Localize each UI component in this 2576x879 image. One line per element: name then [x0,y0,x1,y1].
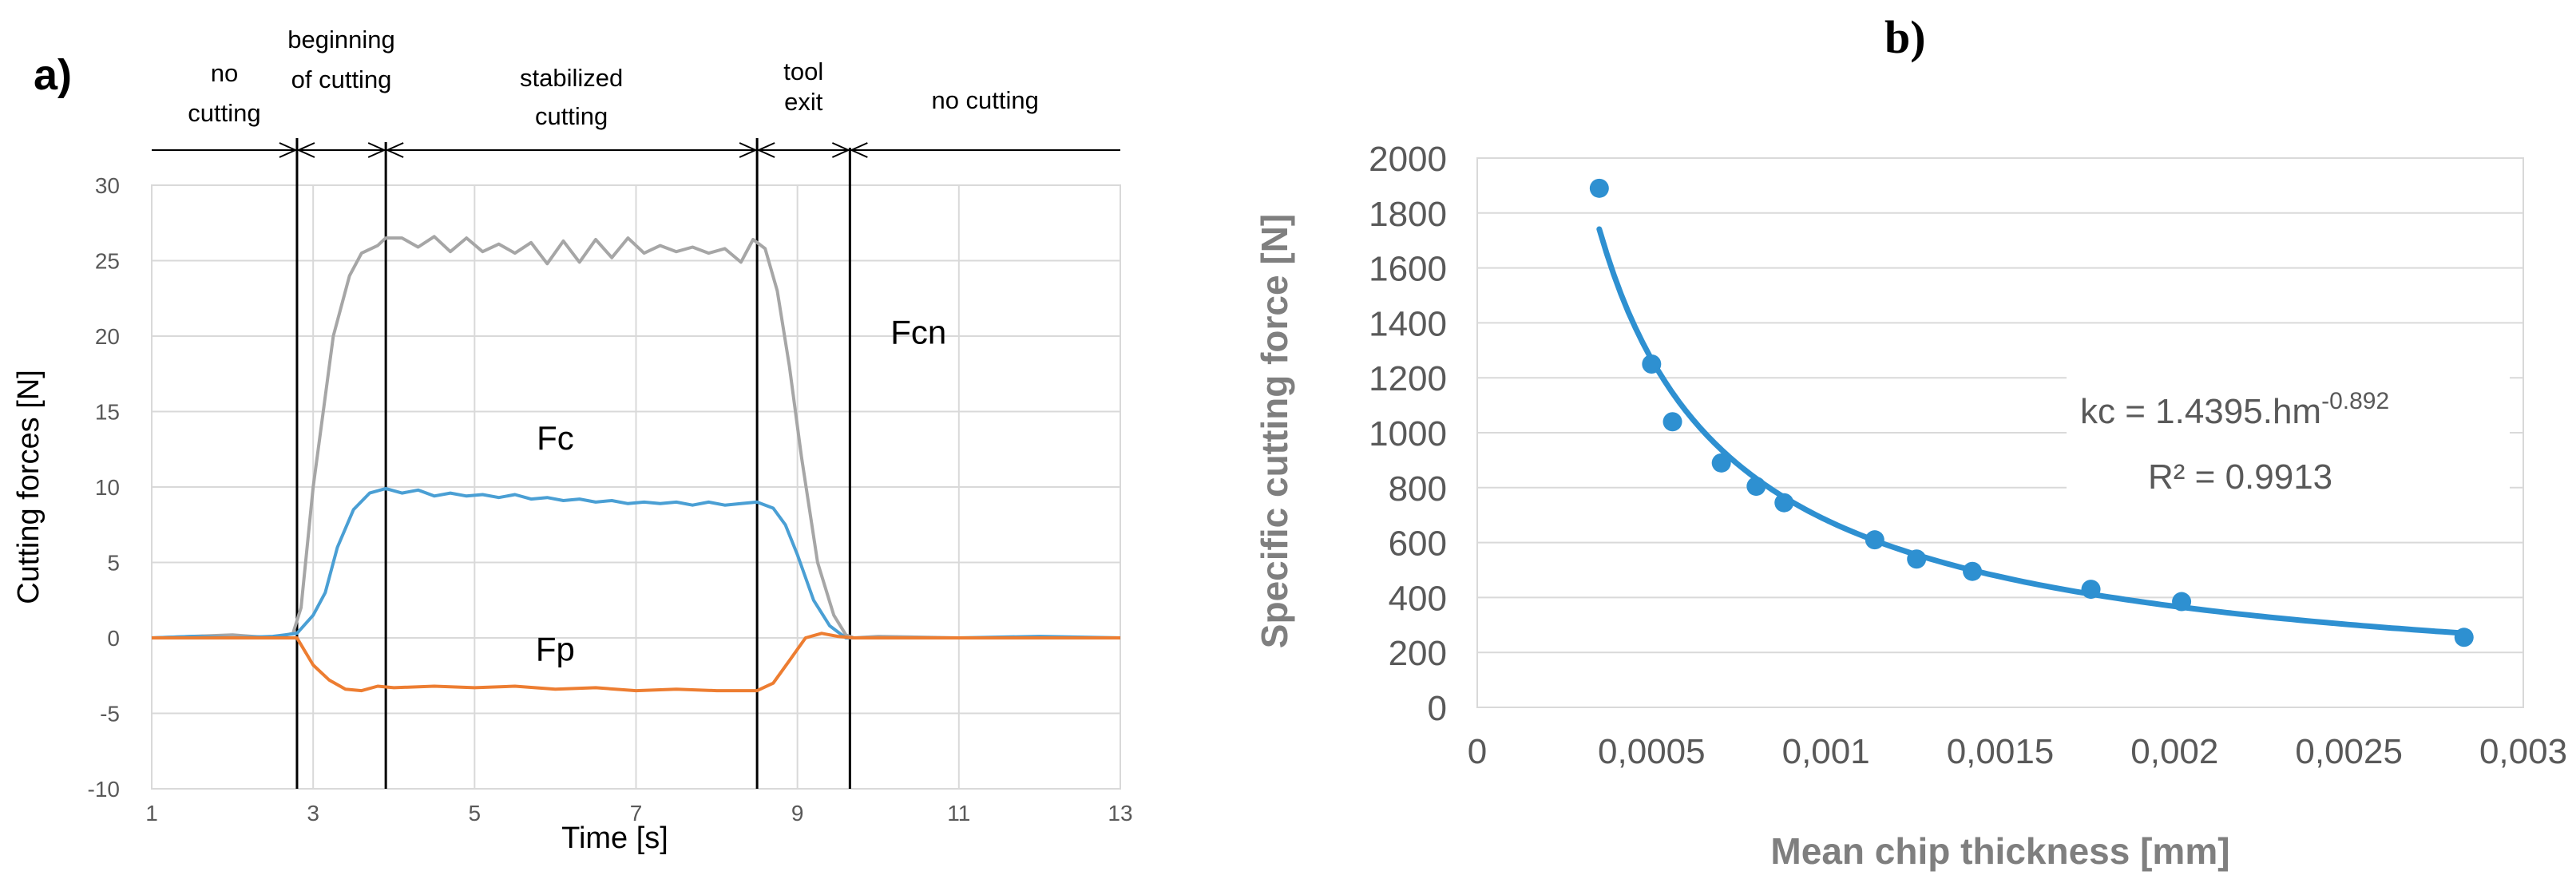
phase-label: cutting [188,99,260,127]
phase-label: beginning [287,26,394,53]
y-tick-label: 1600 [1369,250,1447,289]
arrow-head [831,142,850,158]
y-tick-label: 5 [107,551,120,576]
x-tick-label: 0,001 [1782,732,1870,771]
trendline-b [1596,226,2467,636]
x-tick-label: 0,002 [2130,732,2218,771]
scatter-points-b [1589,178,2474,647]
phase-label: no cutting [931,86,1038,114]
phase-label: no [211,59,238,87]
series-line-fcn [151,235,1120,639]
series-labels-a: Fcn Fc Fp [536,313,946,667]
grid-a [151,184,1121,790]
scatter-point [1774,493,1794,513]
x-tick-label: 13 [1108,801,1132,826]
scatter-point [2454,628,2474,647]
x-ticks-b: 0 0,0005 0,001 0,0015 0,002 0,0025 0,003 [1468,732,2567,771]
arrow-head [367,142,386,158]
arrow-head [739,142,758,158]
equation-prefix: kc = 1.4395.hm [2080,392,2321,431]
arrow-head [756,142,775,158]
series-line-fc [151,486,1121,639]
equation-exponent: -0.892 [2321,388,2389,414]
y-tick-label: 0 [107,626,120,651]
scatter-point [1589,178,1609,198]
equation-text: kc = 1.4395.hm-0.892 [2080,388,2389,431]
x-axis-title-a: Time [s] [561,822,668,855]
y-tick-label: 1400 [1369,304,1447,343]
y-ticks-b: 0 200 400 600 800 1000 1200 1400 1600 1800 2000 [1369,140,1447,728]
series-line-fp [152,632,1120,693]
phase-label: exit [784,88,823,116]
x-axis-title-b: Mean chip thickness [mm] [1770,830,2229,872]
x-tick-label: 0,0005 [1598,732,1706,771]
y-tick-label: 1200 [1369,359,1447,398]
x-tick-label: 1 [145,801,158,826]
phase-label: cutting [535,102,608,130]
y-tick-label: -5 [100,702,120,727]
x-tick-label: 0,0015 [1947,732,2055,771]
y-tick-label: 600 [1389,525,1447,564]
phase-label: of cutting [291,65,392,93]
y-tick-label: 25 [95,249,120,274]
y-tick-label: 15 [95,400,120,425]
x-tick-label: 0 [1468,732,1487,771]
panel-label-b: b) [1884,11,1926,63]
y-tick-label: 2000 [1369,140,1447,179]
y-tick-label: 200 [1389,634,1447,673]
y-tick-label: 400 [1389,579,1447,618]
y-tick-label: 10 [95,475,120,500]
power-trendline [1596,226,2467,636]
x-tick-label: 0,003 [2479,732,2567,771]
scatter-point [1642,354,1662,374]
phase-label: tool [783,57,823,85]
y-tick-label: 1000 [1369,414,1447,453]
scatter-point [1746,477,1766,497]
equation-box [2067,366,2510,509]
series-label-fc: Fc [537,419,574,457]
phase-annotations: no cutting beginning of cutting stabilized cu… [152,26,1120,789]
x-tick-label: 7 [630,801,643,826]
x-tick-label: 3 [307,801,319,826]
x-tick-label: 5 [469,801,482,826]
arrow-head [849,142,868,158]
scatter-point [1907,549,1927,569]
phase-label: stabilized [520,64,623,92]
y-tick-label: 0 [1428,689,1447,728]
r-squared-text: R² = 0.9913 [2148,457,2332,497]
y-tick-label: 30 [95,173,120,198]
y-ticks-a: -10 -5 0 5 10 15 20 25 30 [88,173,120,802]
scatter-point [1865,530,1884,550]
scatter-point [1663,412,1682,432]
scatter-point [1711,453,1731,473]
x-tick-label: 9 [791,801,804,826]
x-tick-label: 11 [947,801,970,826]
scatter-point [2081,580,2101,600]
y-axis-title-b: Specific cutting force [N] [1254,214,1295,648]
scatter-point [1963,561,1983,581]
scatter-point [2172,592,2192,612]
series-label-fcn: Fcn [890,313,946,350]
arrow-head [385,142,404,158]
x-tick-label: 0,0025 [2295,732,2403,771]
y-tick-label: 20 [95,324,120,349]
panel-label-a: a) [34,51,72,99]
series-lines-a [151,235,1121,693]
arrow-head [296,142,315,158]
y-tick-label: 1800 [1369,195,1447,234]
x-ticks-a: 1 3 5 7 9 11 13 [145,801,1132,826]
y-tick-label: 800 [1389,469,1447,509]
series-label-fp: Fp [536,630,575,667]
y-axis-title-a: Cutting forces [N] [12,370,46,604]
arrow-head [279,142,298,158]
y-tick-label: -10 [88,777,120,802]
